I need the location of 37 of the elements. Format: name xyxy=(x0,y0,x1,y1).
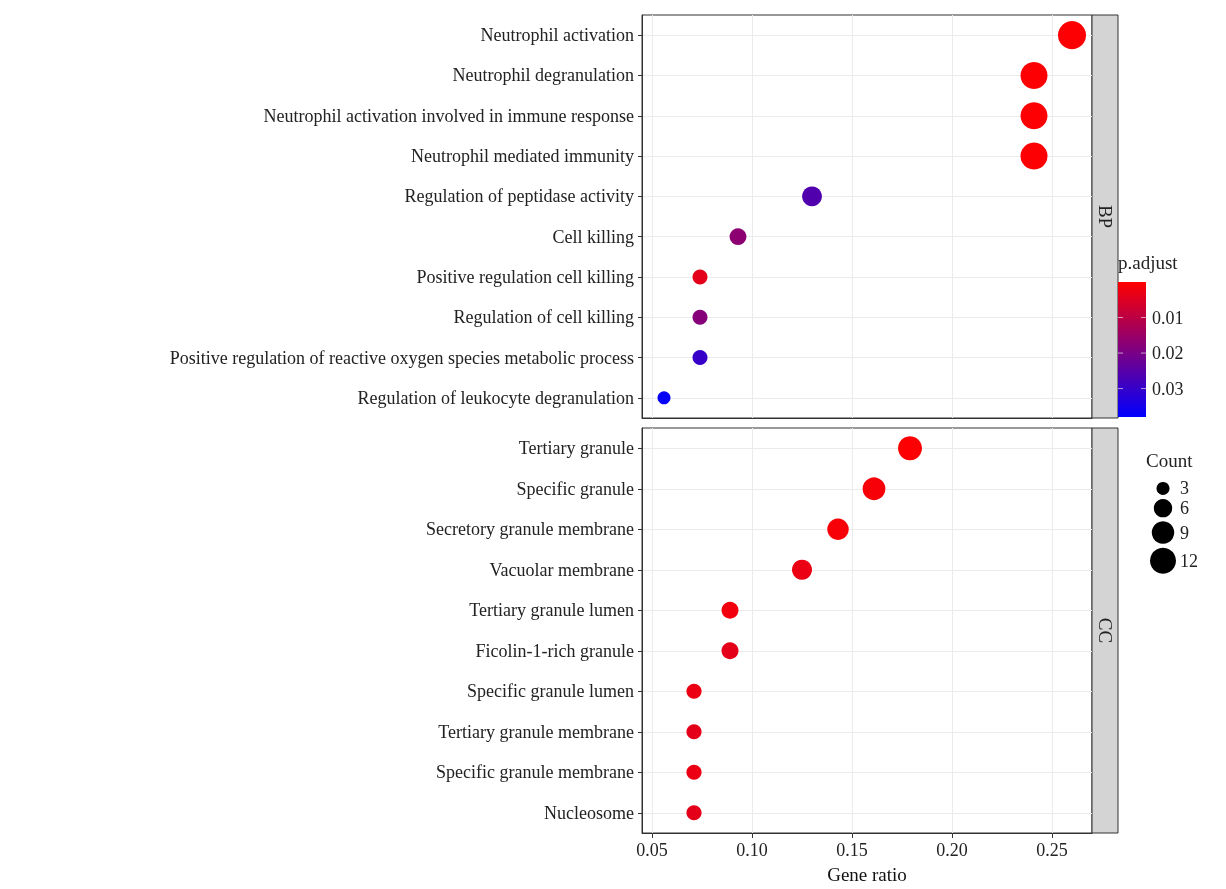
y-tick-label: Neutrophil activation xyxy=(480,25,634,46)
y-tick-label: Specific granule xyxy=(516,478,635,499)
color-bar-label: 0.01 xyxy=(1152,307,1184,328)
text: CC xyxy=(1094,617,1116,644)
y-tick-label: Secretory granule membrane xyxy=(426,519,635,540)
color-bar-title: p.adjust xyxy=(1118,252,1179,273)
y-tick-label: Positive regulation of reactive oxygen species metabolic process xyxy=(169,347,634,368)
y-tick-label: Vacuolar membrane xyxy=(489,559,634,580)
legend-title: Count xyxy=(1146,449,1194,471)
y-tick-label: Ficolin-1-rich granule xyxy=(475,640,635,661)
color-bar-label: 0.02 xyxy=(1152,343,1184,364)
y-tick-label: Regulation of peptidase activity xyxy=(404,186,634,207)
legend-label: 9 xyxy=(1180,522,1189,543)
x-tick-label: 0.10 xyxy=(736,840,768,860)
x-tick-label: 0.25 xyxy=(1036,840,1068,860)
x-tick-label: 0.05 xyxy=(636,840,668,860)
y-tick-label: Tertiary granule membrane xyxy=(438,721,634,742)
y-tick-label: Positive regulation cell killing xyxy=(416,266,634,287)
text: BP xyxy=(1094,204,1116,229)
y-tick-label: Specific granule lumen xyxy=(467,681,634,702)
y-tick-label: Specific granule membrane xyxy=(436,762,634,783)
y-tick-label: Neutrophil activation involved in immune response xyxy=(263,105,634,126)
x-tick-label: 0.20 xyxy=(936,840,968,860)
y-tick-label: Tertiary granule xyxy=(518,438,634,459)
x-axis-title: Gene ratio xyxy=(827,864,907,885)
y-tick-label: Neutrophil degranulation xyxy=(452,65,634,86)
color-bar-label: 0.03 xyxy=(1152,378,1184,399)
y-tick-label: Regulation of cell killing xyxy=(453,307,634,328)
y-tick-label: Neutrophil mediated immunity xyxy=(411,146,634,167)
y-tick-label: Nucleosome xyxy=(544,802,634,823)
y-tick-label: Tertiary granule lumen xyxy=(469,600,634,621)
legend-label: 12 xyxy=(1180,550,1198,571)
x-tick-label: 0.15 xyxy=(836,840,868,860)
legend-label: 3 xyxy=(1180,478,1189,499)
y-tick-label: Cell killing xyxy=(552,226,634,247)
y-tick-label: Regulation of leukocyte degranulation xyxy=(357,387,634,408)
legend-label: 6 xyxy=(1180,498,1189,519)
